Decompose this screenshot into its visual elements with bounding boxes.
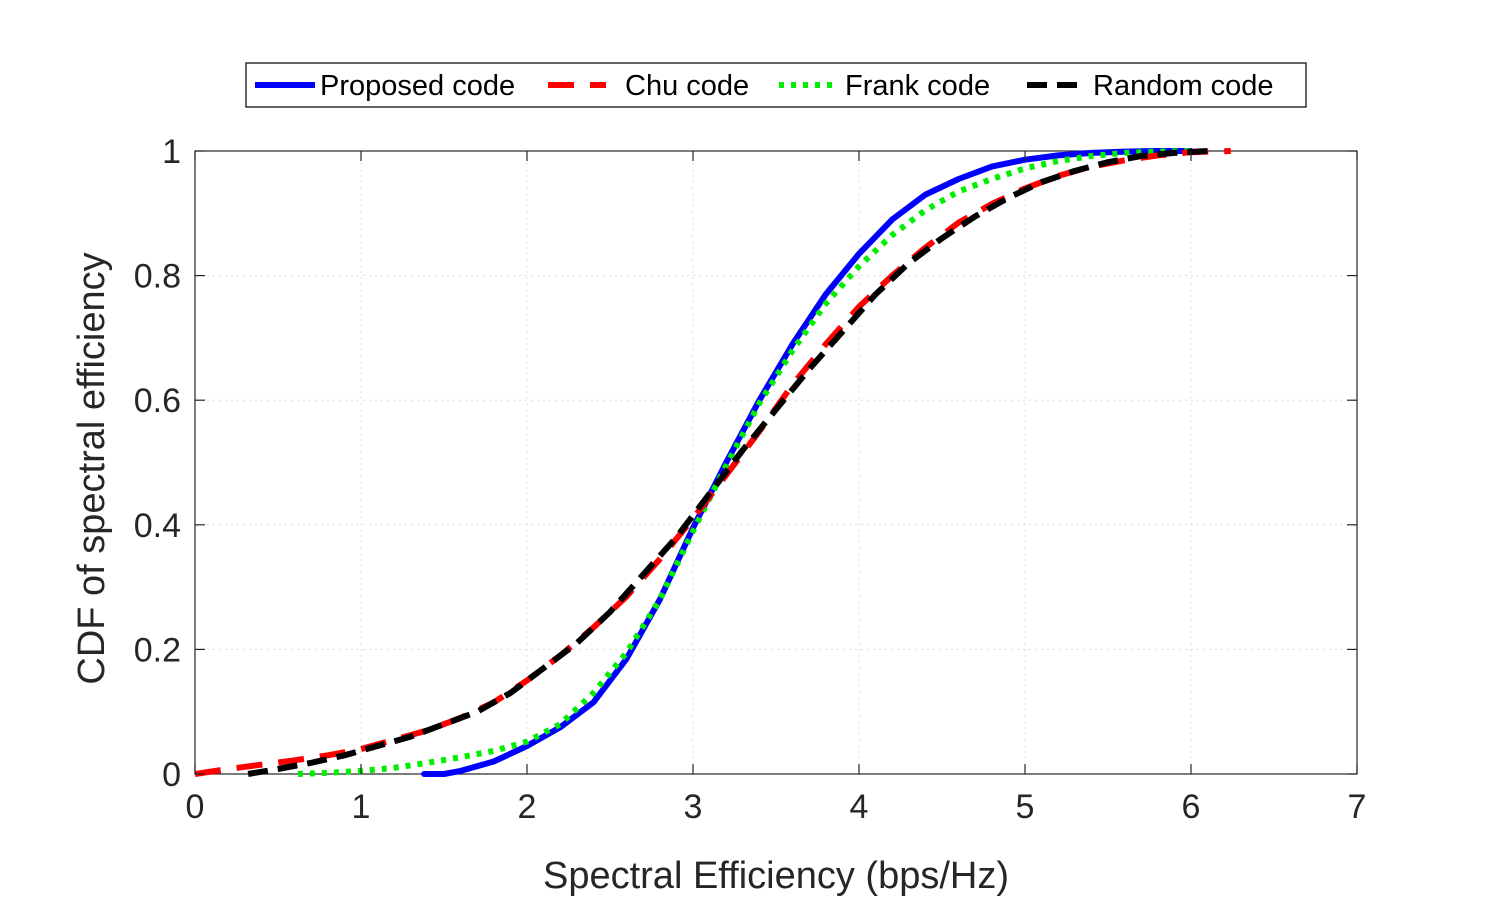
x-tick-label: 7 (1348, 788, 1367, 826)
legend-label-proposed: Proposed code (320, 70, 515, 102)
y-axis-label: CDF of spectral efficiency (71, 252, 113, 684)
x-tick-label: 4 (850, 788, 869, 826)
axis-ticks: 0 1 2 3 4 5 6 7 0 0.2 0.4 0.6 0.8 1 (134, 133, 1367, 826)
x-tick-label: 3 (684, 788, 703, 826)
x-tick-label: 0 (186, 788, 205, 826)
series-layer (194, 148, 1231, 777)
y-tick-label: 0 (162, 756, 181, 794)
y-tick-label: 0.6 (134, 382, 181, 420)
series-line-random-code (247, 148, 1208, 777)
x-tick-label: 1 (352, 788, 371, 826)
legend-item-random[interactable]: Random code (1027, 70, 1274, 102)
legend-item-chu[interactable]: Chu code (548, 70, 749, 102)
grid (194, 150, 1358, 775)
x-tick-label: 2 (518, 788, 537, 826)
x-tick-label: 5 (1016, 788, 1035, 826)
legend-item-proposed[interactable]: Proposed code (255, 70, 515, 102)
series-line-frank-code (297, 148, 1192, 777)
y-tick-label: 0.8 (134, 258, 181, 296)
series-line-chu-code (194, 148, 1231, 777)
y-tick-label: 0.4 (134, 507, 181, 545)
legend-box (245, 62, 1307, 108)
legend-label-random: Random code (1093, 70, 1274, 102)
legend-item-frank[interactable]: Frank code (779, 70, 990, 102)
legend[interactable]: Proposed code Chu code Frank code Random… (245, 62, 1307, 108)
legend-label-frank: Frank code (845, 70, 990, 102)
x-tick-label: 6 (1182, 788, 1201, 826)
series-line-proposed-code (421, 148, 1194, 777)
y-tick-label: 1 (162, 133, 181, 171)
plot-area-frame (194, 150, 1358, 775)
y-tick-label: 0.2 (134, 631, 181, 669)
legend-label-chu: Chu code (625, 70, 749, 102)
x-axis-label: Spectral Efficiency (bps/Hz) (543, 855, 1009, 897)
